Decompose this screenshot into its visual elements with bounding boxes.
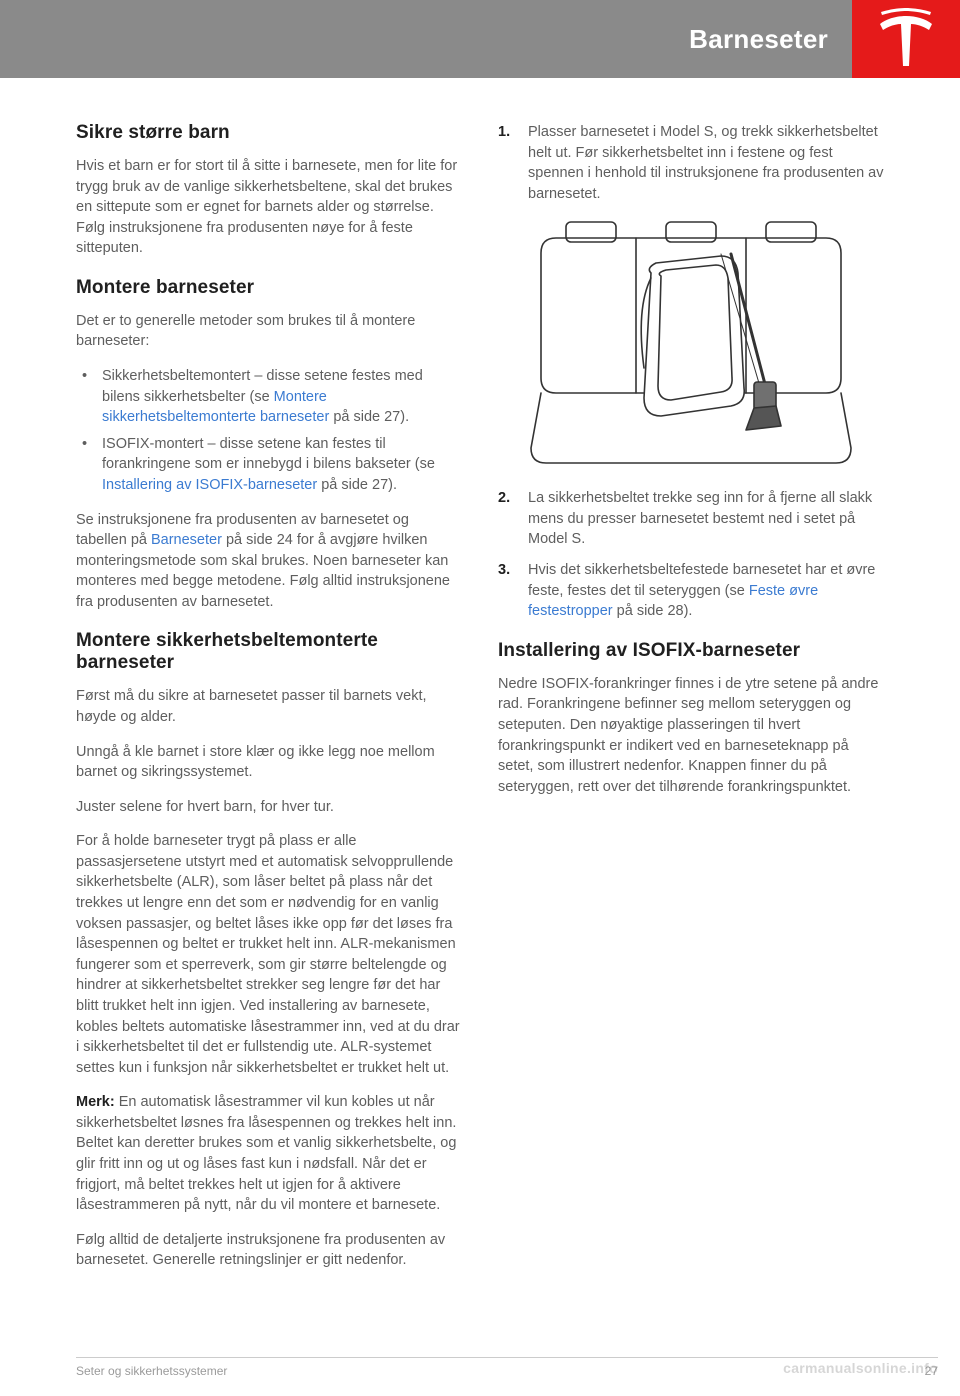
para: Det er to generelle metoder som brukes t… (76, 311, 462, 352)
list-item: 3.Hvis det sikkerhetsbeltefestede barnes… (498, 560, 884, 622)
section-isofix: Installering av ISOFIX-barneseter Nedre … (498, 640, 884, 797)
step-number: 1. (498, 122, 510, 143)
note-para: Merk: En automatisk låsestrammer vil kun… (76, 1092, 462, 1215)
para: Se instruksjonene fra produsenten av bar… (76, 510, 462, 613)
heading-montere: Montere barneseter (76, 277, 462, 299)
link-barneseter[interactable]: Barneseter (151, 532, 222, 548)
note-label: Merk: (76, 1094, 119, 1110)
step-number: 2. (498, 488, 510, 509)
step-number: 3. (498, 560, 510, 581)
section-montere-barneseter: Montere barneseter Det er to generelle m… (76, 277, 462, 613)
para: Hvis et barn er for stort til å sitte i … (76, 156, 462, 259)
heading-isofix: Installering av ISOFIX-barneseter (498, 640, 884, 662)
page-content: Sikre større barn Hvis et barn er for st… (0, 78, 960, 1324)
para: Juster selene for hvert barn, for hver t… (76, 797, 462, 818)
para: Unngå å kle barnet i store klær og ikke … (76, 742, 462, 783)
section-sikre-storre-barn: Sikre større barn Hvis et barn er for st… (76, 122, 462, 259)
list-item: 2.La sikkerhetsbeltet trekke seg inn for… (498, 488, 884, 550)
logo-area (852, 0, 960, 78)
bullet-list: Sikkerhetsbeltemontert – disse setene fe… (76, 366, 462, 495)
numbered-list-cont: 2.La sikkerhetsbeltet trekke seg inn for… (498, 488, 884, 621)
page-header: Barneseter (0, 0, 960, 78)
para: Nedre ISOFIX-forankringer finnes i de yt… (498, 674, 884, 797)
para: Først må du sikre at barnesetet passer t… (76, 686, 462, 727)
list-item: ISOFIX-montert – disse setene kan festes… (76, 434, 462, 496)
header-title: Barneseter (689, 24, 828, 55)
tesla-logo-icon (876, 8, 936, 70)
list-item: Sikkerhetsbeltemontert – disse setene fe… (76, 366, 462, 428)
para: Følg alltid de detaljerte instruksjonene… (76, 1230, 462, 1271)
heading-sikre: Sikre større barn (76, 122, 462, 144)
child-seat-illustration (498, 218, 884, 468)
numbered-list: 1.Plasser barnesetet i Model S, og trekk… (498, 122, 884, 204)
link-isofix[interactable]: Installering av ISOFIX-barneseter (102, 477, 317, 493)
list-item: 1.Plasser barnesetet i Model S, og trekk… (498, 122, 884, 204)
heading-sikkerhetsbelte: Montere sikkerhetsbeltemonterte barneset… (76, 630, 462, 674)
header-gray-bar: Barneseter (0, 0, 852, 78)
watermark: carmanualsonline.info (783, 1360, 938, 1376)
para: For å holde barneseter trygt på plass er… (76, 831, 462, 1078)
footer-section-title: Seter og sikkerhetssystemer (76, 1364, 227, 1378)
